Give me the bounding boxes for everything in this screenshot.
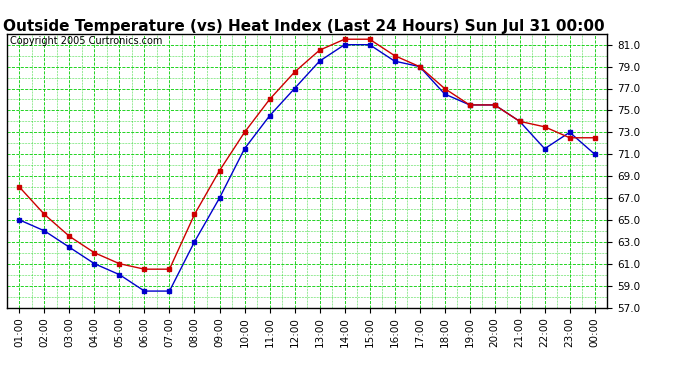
Text: Outside Temperature (vs) Heat Index (Last 24 Hours) Sun Jul 31 00:00: Outside Temperature (vs) Heat Index (Las…: [3, 19, 604, 34]
Text: Copyright 2005 Curtronics.com: Copyright 2005 Curtronics.com: [10, 36, 162, 46]
